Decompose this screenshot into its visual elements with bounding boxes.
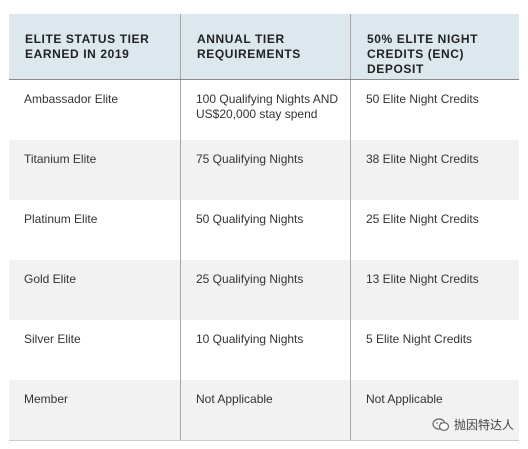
table-row: Silver Elite 10 Qualifying Nights 5 Elit… bbox=[9, 320, 519, 380]
header-cell-deposit: 50% ELITE NIGHT CREDITS (ENC) DEPOSIT bbox=[351, 14, 519, 79]
header-cell-requirements: ANNUAL TIER REQUIREMENTS bbox=[181, 14, 351, 79]
deposit-cell: 13 Elite Night Credits bbox=[366, 272, 479, 286]
tier-cell: Titanium Elite bbox=[9, 140, 181, 200]
table-header-row: ELITE STATUS TIER EARNED IN 2019 ANNUAL … bbox=[9, 14, 519, 80]
table-row: Ambassador Elite 100 Qualifying Nights A… bbox=[9, 80, 519, 140]
requirement-line: 10 Qualifying Nights bbox=[196, 332, 304, 346]
requirement-cell: 10 Qualifying Nights bbox=[181, 320, 351, 380]
table-row: Platinum Elite 50 Qualifying Nights 25 E… bbox=[9, 200, 519, 260]
deposit-cell: 5 Elite Night Credits bbox=[366, 332, 473, 346]
watermark-text: 抛因特达人 bbox=[453, 418, 514, 432]
requirement-line: 75 Qualifying Nights bbox=[196, 152, 304, 166]
deposit-cell: 38 Elite Night Credits bbox=[366, 152, 479, 166]
header-line: EARNED IN 2019 bbox=[25, 47, 130, 61]
requirement-cell: Not Applicable bbox=[181, 380, 351, 440]
requirement-line: 25 Qualifying Nights bbox=[196, 272, 304, 286]
header-line: ANNUAL TIER bbox=[197, 32, 285, 46]
tier-cell: Silver Elite bbox=[9, 320, 181, 380]
requirement-cell: 25 Qualifying Nights bbox=[181, 260, 351, 320]
header-line: 50% ELITE NIGHT bbox=[367, 32, 479, 46]
watermark: 抛因特达人 bbox=[432, 416, 514, 433]
deposit-cell: Not Applicable bbox=[366, 392, 443, 406]
elite-tier-table: ELITE STATUS TIER EARNED IN 2019 ANNUAL … bbox=[9, 14, 519, 441]
header-line: REQUIREMENTS bbox=[197, 47, 301, 61]
requirement-cell: 50 Qualifying Nights bbox=[181, 200, 351, 260]
deposit-cell: 25 Elite Night Credits bbox=[366, 212, 479, 226]
deposit-cell: 50 Elite Night Credits bbox=[366, 92, 479, 106]
requirement-line: Not Applicable bbox=[196, 392, 273, 406]
requirement-cell: 75 Qualifying Nights bbox=[181, 140, 351, 200]
header-line: ELITE STATUS TIER bbox=[25, 32, 150, 46]
tier-cell: Gold Elite bbox=[9, 260, 181, 320]
tier-cell: Member bbox=[9, 380, 181, 440]
requirement-line: 100 Qualifying Nights AND bbox=[196, 92, 339, 106]
header-line: CREDITS (ENC) DEPOSIT bbox=[367, 47, 465, 76]
table-row: Gold Elite 25 Qualifying Nights 13 Elite… bbox=[9, 260, 519, 320]
wechat-icon bbox=[432, 417, 450, 431]
header-cell-tier: ELITE STATUS TIER EARNED IN 2019 bbox=[9, 14, 181, 79]
requirement-cell: 100 Qualifying Nights AND US$20,000 stay… bbox=[181, 80, 351, 140]
table-row: Member Not Applicable Not Applicable bbox=[9, 380, 519, 441]
table-row: Titanium Elite 75 Qualifying Nights 38 E… bbox=[9, 140, 519, 200]
requirement-line: 50 Qualifying Nights bbox=[196, 212, 304, 226]
tier-cell: Platinum Elite bbox=[9, 200, 181, 260]
tier-cell: Ambassador Elite bbox=[9, 80, 181, 140]
requirement-line: US$20,000 stay spend bbox=[196, 107, 318, 121]
